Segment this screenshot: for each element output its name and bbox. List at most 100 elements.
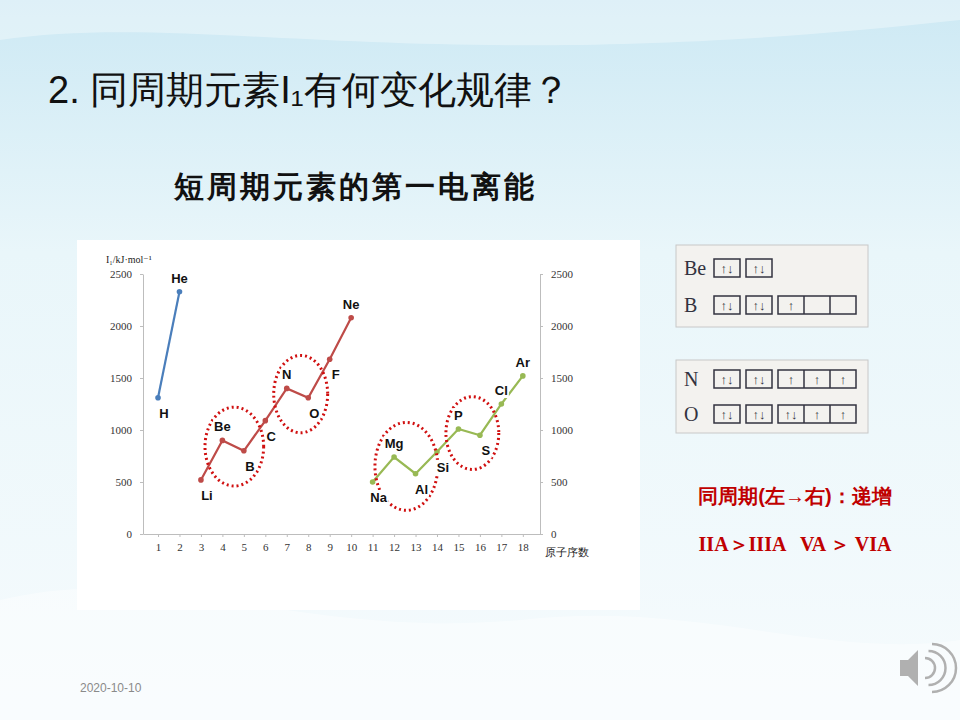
point [499, 401, 505, 407]
electron-arrows: ↑↓ [721, 407, 734, 422]
point-label: He [171, 271, 188, 286]
point [220, 438, 226, 444]
highlight-ellipse [274, 355, 328, 432]
tick-mark [140, 534, 143, 535]
speaker-wave [925, 658, 935, 678]
speaker-wave [932, 644, 956, 692]
tick-label: 3 [199, 541, 205, 553]
tick-mark [179, 534, 180, 537]
point-label: S [482, 443, 491, 458]
electron-arrows: ↑↓ [753, 298, 766, 313]
orbital-box [714, 259, 740, 277]
tick: 5 [242, 534, 248, 553]
orbital-box [778, 370, 856, 388]
tick-mark [437, 534, 438, 537]
tick-label: 6 [263, 541, 269, 553]
point-label-group: B [244, 459, 255, 474]
tick-label: 4 [220, 541, 226, 553]
point-label: N [282, 367, 291, 382]
element-symbol: B [684, 294, 697, 316]
tick-mark [523, 534, 524, 537]
tick-label: 1500 [551, 372, 574, 384]
label-patch [414, 482, 429, 497]
tick-label: 0 [127, 528, 133, 540]
label-patch [369, 490, 388, 505]
electron-arrows: ↑↓ [721, 372, 734, 387]
element-symbol: O [684, 403, 698, 425]
orbital-divider [829, 405, 831, 423]
orbital-box [746, 370, 772, 388]
tick: 9 [327, 534, 333, 553]
series-line [373, 376, 523, 482]
point-label-group: P [453, 408, 464, 423]
tick-mark [540, 430, 543, 431]
label-patch [384, 436, 405, 451]
tick-mark [140, 430, 143, 431]
point [177, 289, 183, 295]
label-patch [342, 297, 361, 312]
tick-label: 11 [368, 541, 379, 553]
chart-panel [77, 240, 640, 610]
tick: 2 [177, 534, 183, 553]
tick-mark [501, 534, 502, 537]
tick-mark [287, 534, 288, 537]
plot-area [155, 289, 525, 485]
orbital-panel: Be↑↓↑↓B↑↓↑↓↑ [676, 245, 868, 327]
tick-label: 1000 [551, 424, 574, 436]
tick-label: 2000 [110, 320, 133, 332]
electron-arrows: ↑↓ [785, 407, 798, 422]
point [155, 395, 161, 401]
tick-mark [140, 274, 143, 275]
point-label: H [159, 406, 168, 421]
highlights [205, 355, 499, 510]
speaker-icon[interactable] [900, 644, 956, 692]
point-label-group: Na [369, 490, 388, 505]
tick: 14 [432, 534, 444, 553]
speaker-wave [929, 651, 946, 685]
electron-arrows: ↑ [814, 407, 821, 422]
tick-label: 1 [156, 541, 162, 553]
point-label: Al [415, 482, 428, 497]
axis-line [144, 534, 541, 535]
electron-arrows: ↑↓ [753, 407, 766, 422]
tick-label: 18 [518, 541, 530, 553]
tick: 2500 [540, 268, 574, 280]
point [477, 432, 483, 438]
tick: 2000 [540, 320, 574, 332]
orbital-divider [803, 296, 805, 314]
tick: 500 [540, 476, 568, 488]
label-patch [281, 367, 292, 382]
point-label-group: F [331, 367, 341, 382]
tick: 2000 [110, 320, 143, 332]
point-label: Be [214, 419, 231, 434]
tick-mark [458, 534, 459, 537]
label-patch [453, 408, 464, 423]
label-patch [436, 460, 450, 475]
point-label-group: Mg [384, 436, 405, 451]
tick: 8 [306, 534, 312, 553]
tick-label: 0 [551, 528, 557, 540]
electron-arrows: ↑↓ [753, 261, 766, 276]
orbital-divider [829, 296, 831, 314]
tick: 1000 [110, 424, 143, 436]
point-label: P [454, 408, 463, 423]
electron-arrows: ↑ [840, 407, 847, 422]
tick: 2500 [110, 268, 143, 280]
tick: 1500 [540, 372, 574, 384]
point [391, 454, 397, 460]
point-label-group: Ar [515, 355, 531, 370]
orbital-box [714, 296, 740, 314]
point-label: Li [201, 488, 213, 503]
panel-bg [676, 245, 868, 327]
orbital-divider [803, 405, 805, 423]
tick-mark [351, 534, 352, 537]
tick-label: 9 [327, 541, 333, 553]
point-label: B [245, 459, 254, 474]
tick: 13 [411, 534, 423, 553]
tick: 1000 [540, 424, 574, 436]
point-label-group: Li [200, 488, 214, 503]
highlight-ellipse [205, 407, 264, 486]
tick: 6 [263, 534, 269, 553]
tick-label: 2500 [551, 268, 574, 280]
orbital-divider [803, 370, 805, 388]
